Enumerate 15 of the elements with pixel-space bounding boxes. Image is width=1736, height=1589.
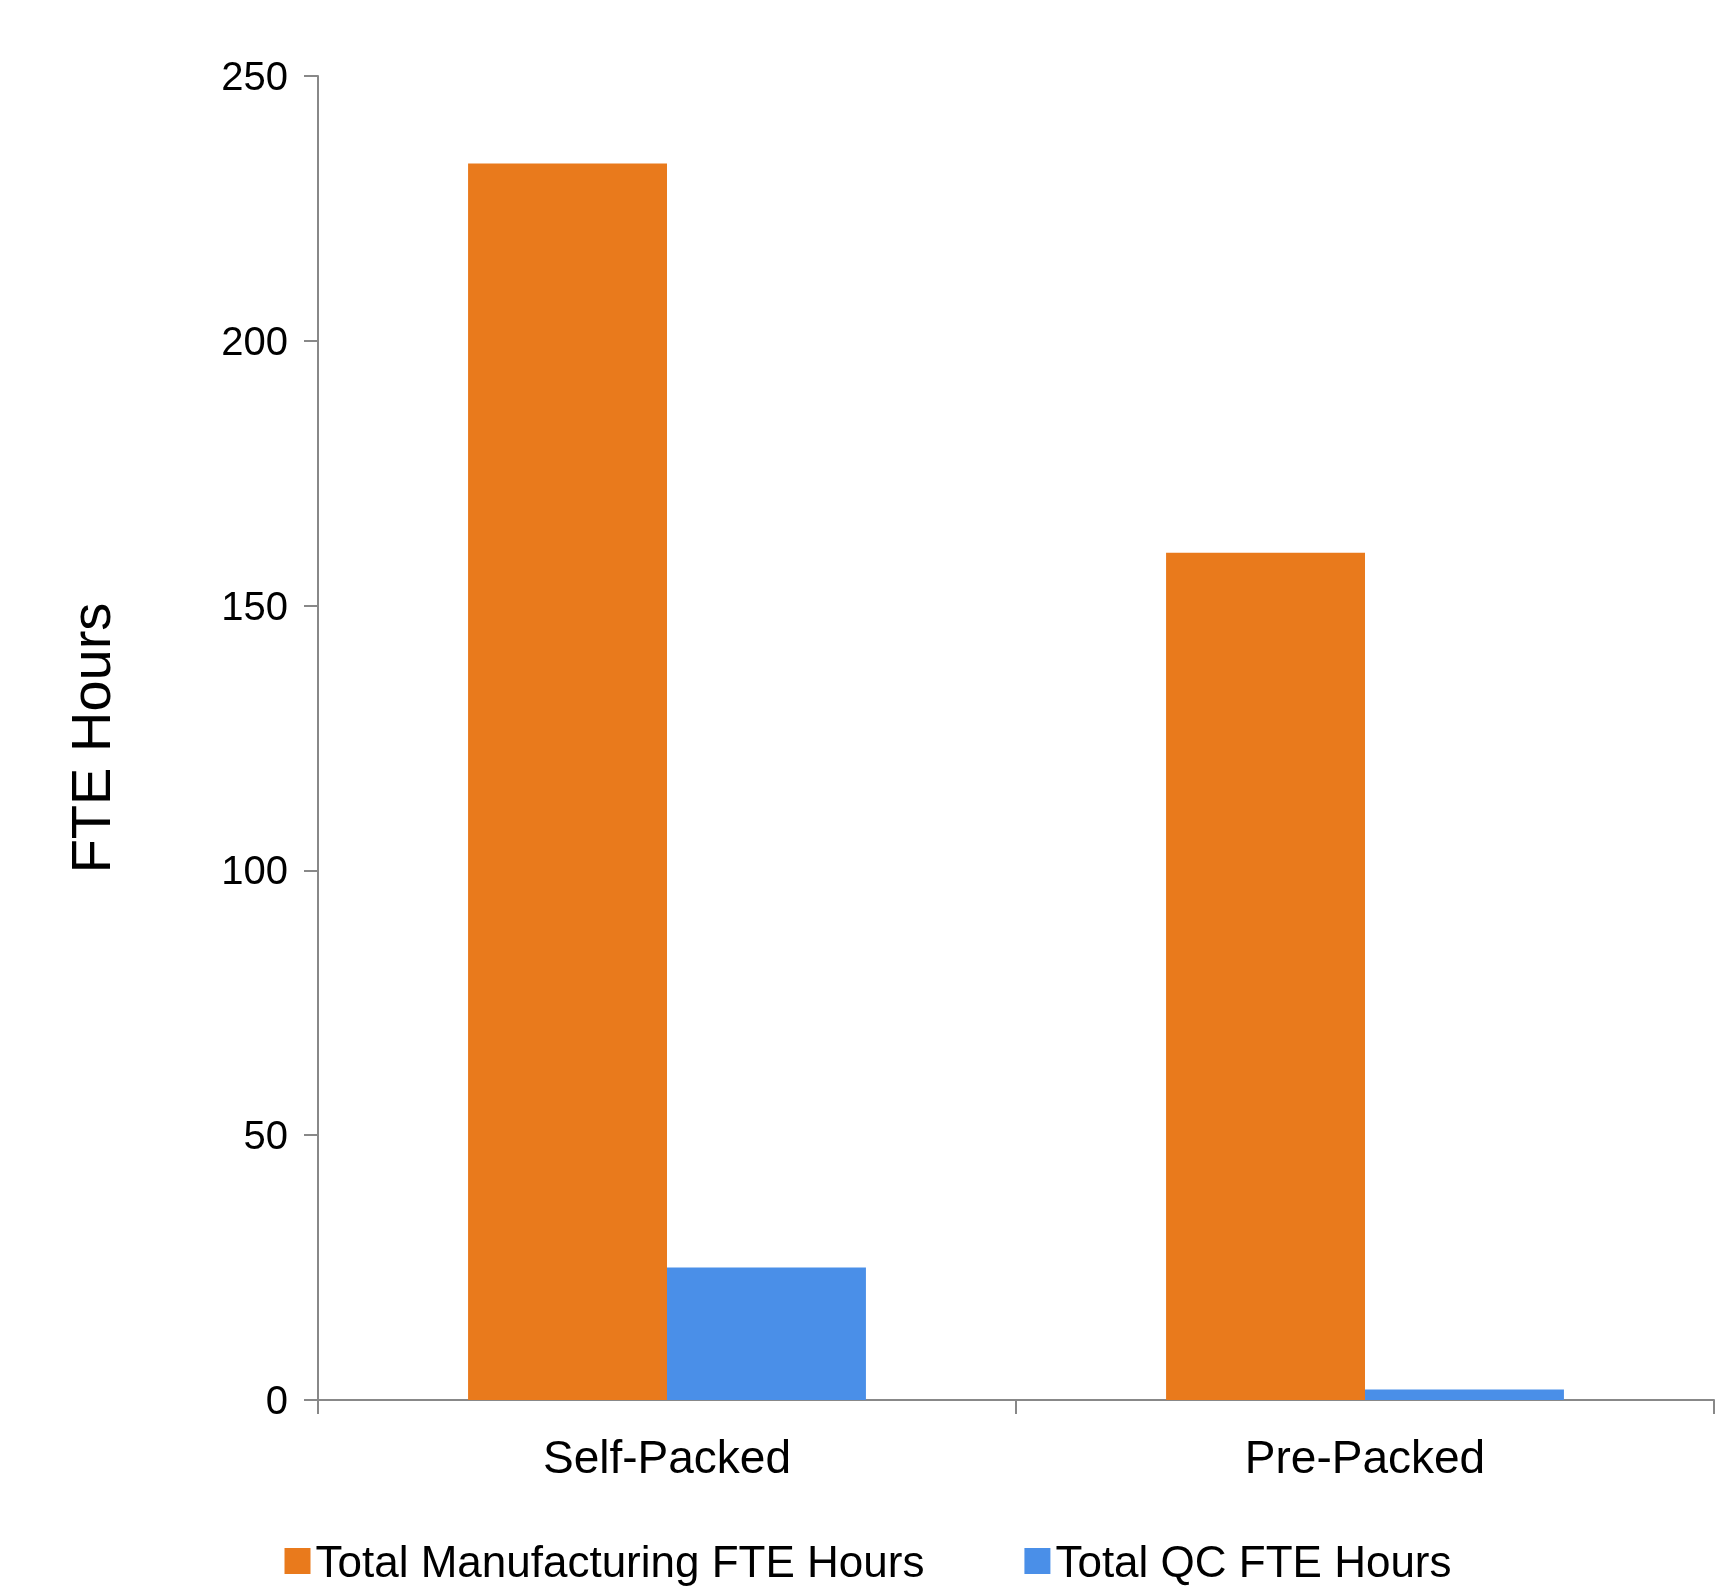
bar	[468, 163, 667, 1400]
legend-label: Total QC FTE Hours	[1055, 1536, 1452, 1586]
y-tick-label: 0	[265, 1378, 288, 1422]
bar	[1365, 1389, 1564, 1400]
y-tick-label: 250	[221, 54, 288, 98]
y-tick-label: 100	[221, 848, 288, 893]
x-tick-label: Self-Packed	[542, 1431, 792, 1483]
bar	[667, 1267, 866, 1400]
y-tick-label: 200	[221, 318, 288, 363]
y-tick-label: 50	[243, 1113, 288, 1158]
y-axis-title: FTE Hours	[58, 602, 122, 874]
x-tick-label: Pre-Packed	[1244, 1431, 1486, 1483]
bar	[1166, 552, 1365, 1400]
y-tick-label: 150	[221, 583, 288, 628]
legend-label: Total Manufacturing FTE Hours	[315, 1536, 925, 1586]
